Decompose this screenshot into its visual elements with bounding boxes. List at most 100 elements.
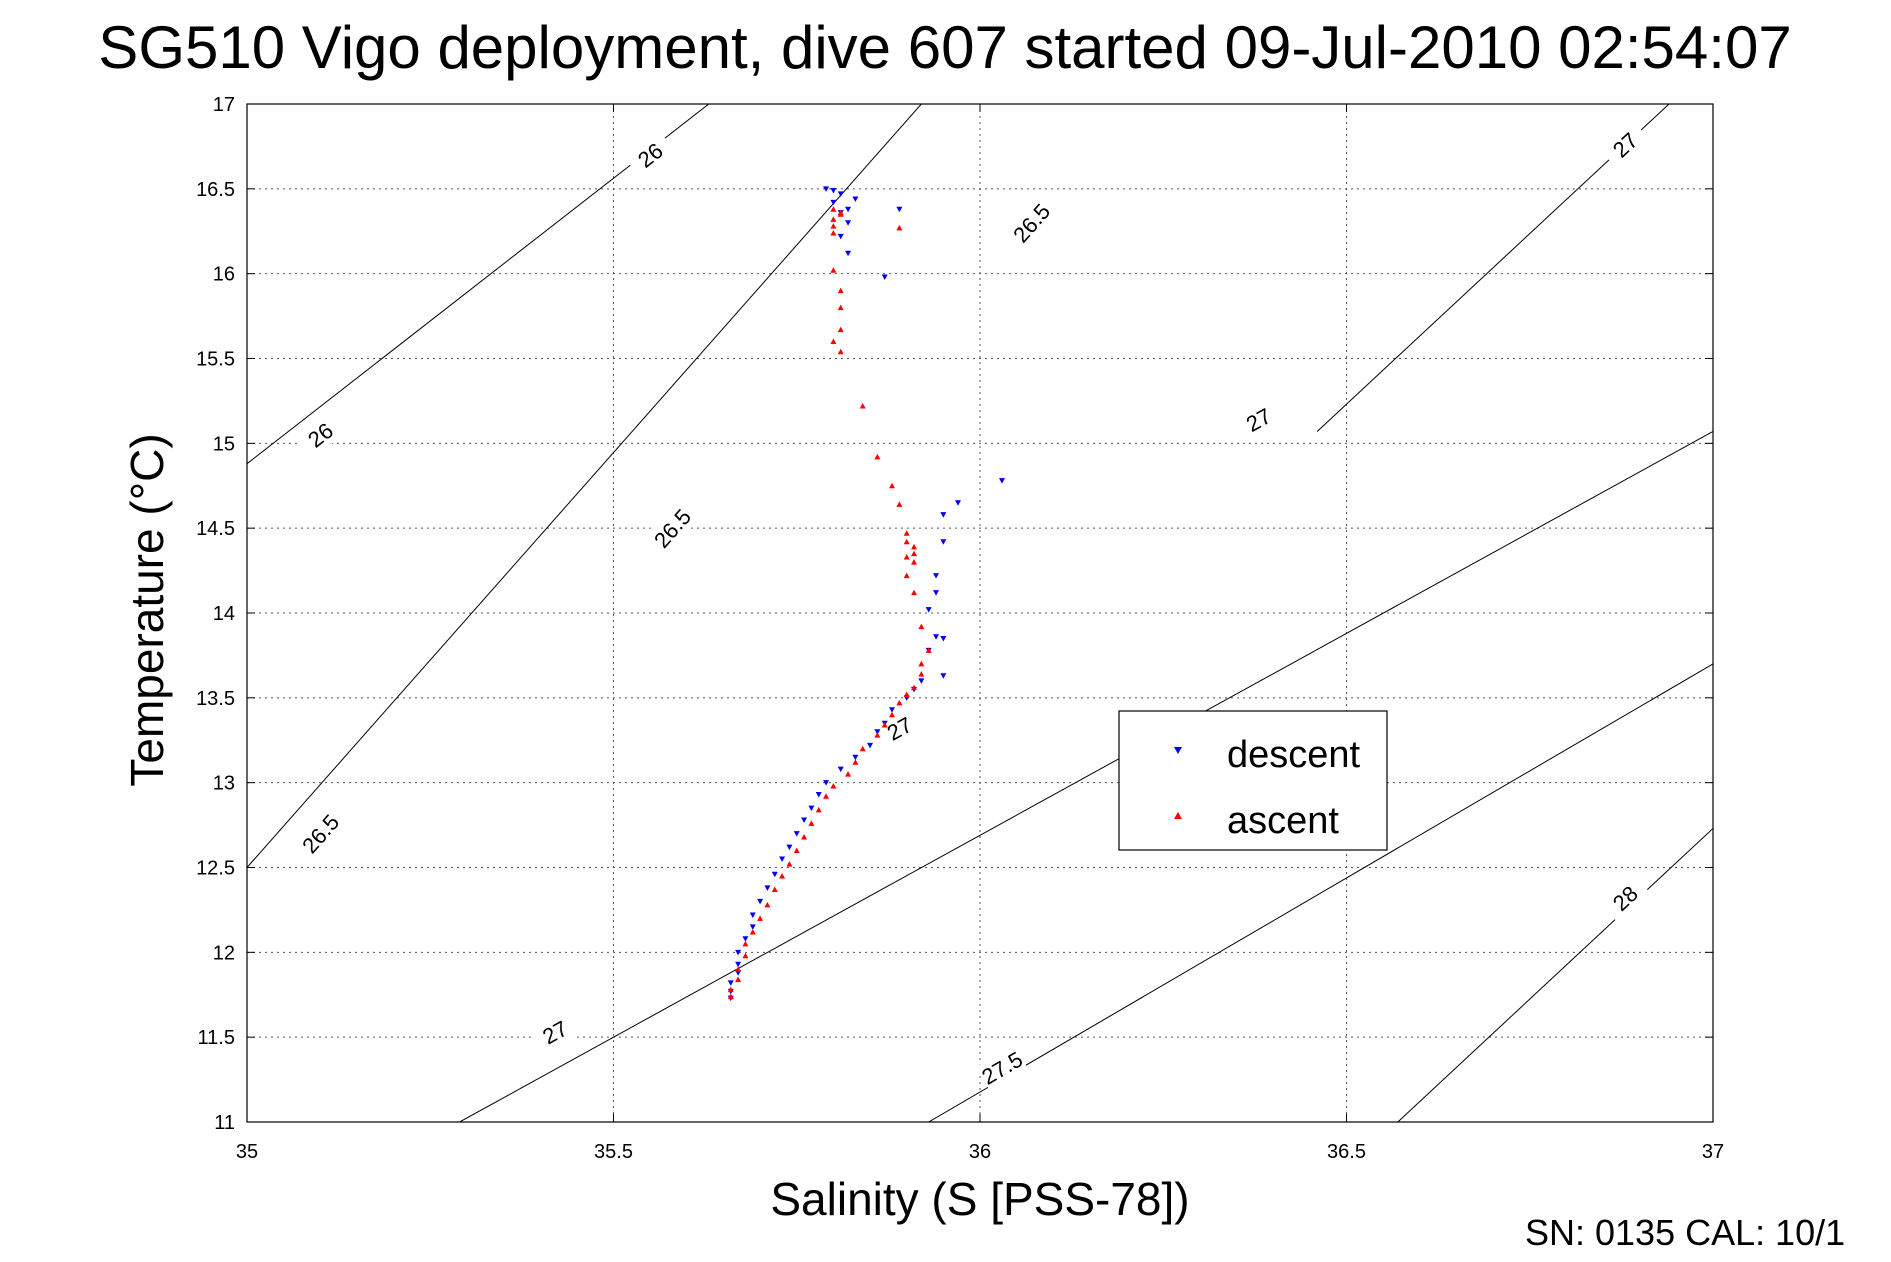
contour-label: 26.5: [649, 504, 696, 553]
ascent-point: [779, 872, 786, 879]
ascent-point: [925, 647, 932, 653]
descent-point: [940, 539, 947, 545]
ascent-point: [881, 721, 888, 728]
ascent-point: [874, 453, 881, 460]
ascent-point: [896, 501, 903, 507]
ascent-point: [903, 538, 910, 545]
ascent-point: [903, 691, 910, 697]
ascent-point: [757, 915, 764, 921]
x-tick-label: 37: [1702, 1141, 1724, 1163]
ascent-point: [918, 671, 925, 677]
contour-label-background: [294, 410, 347, 460]
ascent-point: [837, 326, 844, 333]
contour-label-background: [624, 130, 677, 180]
ascent-point: [889, 711, 896, 718]
y-tick-label: 15.5: [196, 349, 235, 371]
ascent-point: [896, 224, 903, 231]
ascent-point: [837, 304, 844, 311]
contour-label: 26.5: [297, 810, 344, 859]
ascent-point: [903, 554, 910, 560]
ascent-point: [764, 901, 771, 908]
x-tick-label: 36: [969, 1141, 991, 1163]
ascent-point: [815, 806, 822, 813]
descent-point: [933, 634, 940, 640]
density-contour-line: [1397, 828, 1713, 1122]
descent-point: [771, 871, 778, 878]
descent-point: [801, 817, 808, 823]
descent-point: [735, 949, 742, 956]
contour-label: 26.5: [1008, 199, 1055, 248]
ascent-point: [830, 223, 837, 229]
x-tick-label: 36.5: [1327, 1141, 1366, 1163]
descent-point: [786, 844, 793, 851]
contour-label-background: [975, 1044, 1029, 1091]
ascent-point: [859, 403, 866, 409]
plot-frame: [246, 103, 1714, 1123]
descent-point: [749, 924, 756, 930]
ascent-point: [830, 267, 837, 273]
legend-ascent-label: ascent: [1227, 800, 1339, 842]
descent-point: [881, 274, 888, 281]
descent-point: [845, 250, 852, 257]
contour-label-background: [528, 1009, 581, 1055]
ascent-point: [918, 623, 925, 630]
y-axis-label: Temperature (°C): [121, 433, 173, 786]
y-tick-label: 12.5: [196, 858, 235, 880]
ascent-point: [749, 928, 756, 935]
ascent-point: [911, 543, 918, 550]
data-points: [727, 186, 1005, 1002]
contour-label-background: [873, 705, 926, 752]
ascent-point: [903, 572, 910, 579]
descent-point: [867, 742, 874, 749]
density-contour-line: [928, 663, 1713, 1122]
descent-point: [823, 780, 830, 786]
ascent-point: [801, 833, 808, 840]
y-tick-label: 16: [213, 264, 235, 286]
descent-point: [852, 196, 859, 203]
ascent-point: [727, 993, 734, 999]
y-tick-label: 12: [213, 942, 235, 964]
descent-point: [889, 707, 896, 713]
density-contour-line: [247, 104, 922, 868]
ascent-point: [859, 745, 866, 752]
descent-point: [830, 188, 837, 194]
legend-descent-label: descent: [1227, 734, 1361, 776]
contour-label-background: [1006, 197, 1057, 249]
ascent-point: [837, 209, 844, 216]
chart-title: SG510 Vigo deployment, dive 607 started …: [98, 14, 1791, 81]
ascent-point: [735, 976, 742, 982]
ascent-point: [727, 986, 734, 993]
descent-point: [779, 856, 786, 863]
contour-label-background: [1599, 119, 1651, 170]
ascent-point: [793, 847, 800, 854]
y-tick-label: 11.5: [198, 1027, 235, 1049]
descent-point: [837, 233, 844, 240]
y-tick-label: 13.5: [196, 688, 235, 710]
y-tick-label: 15: [213, 433, 235, 455]
contour-label-background: [1232, 396, 1285, 443]
descent-point: [845, 220, 852, 226]
ascent-point: [911, 550, 918, 557]
y-tick-label: 16.5: [196, 179, 235, 201]
descent-point: [940, 512, 947, 518]
descent-point: [852, 754, 859, 761]
descent-point: [955, 500, 962, 506]
ascent-point: [889, 482, 896, 489]
ascent-point: [786, 861, 793, 867]
ascent-point: [911, 589, 918, 596]
ascent-point: [830, 783, 837, 789]
legend-box: [1118, 710, 1388, 851]
descent-point: [757, 898, 764, 905]
ascent-point: [911, 559, 918, 565]
ascent-point: [808, 820, 815, 826]
y-tick-label: 14.5: [196, 518, 235, 540]
descent-point: [837, 766, 844, 773]
contour-label-background: [1599, 872, 1651, 924]
ascent-point: [918, 660, 925, 667]
descent-point: [742, 936, 749, 942]
descent-point: [940, 673, 947, 679]
ascent-point: [830, 216, 837, 222]
ascent-point: [845, 771, 852, 777]
grid: [246, 103, 1714, 1123]
ascent-point: [771, 886, 778, 893]
